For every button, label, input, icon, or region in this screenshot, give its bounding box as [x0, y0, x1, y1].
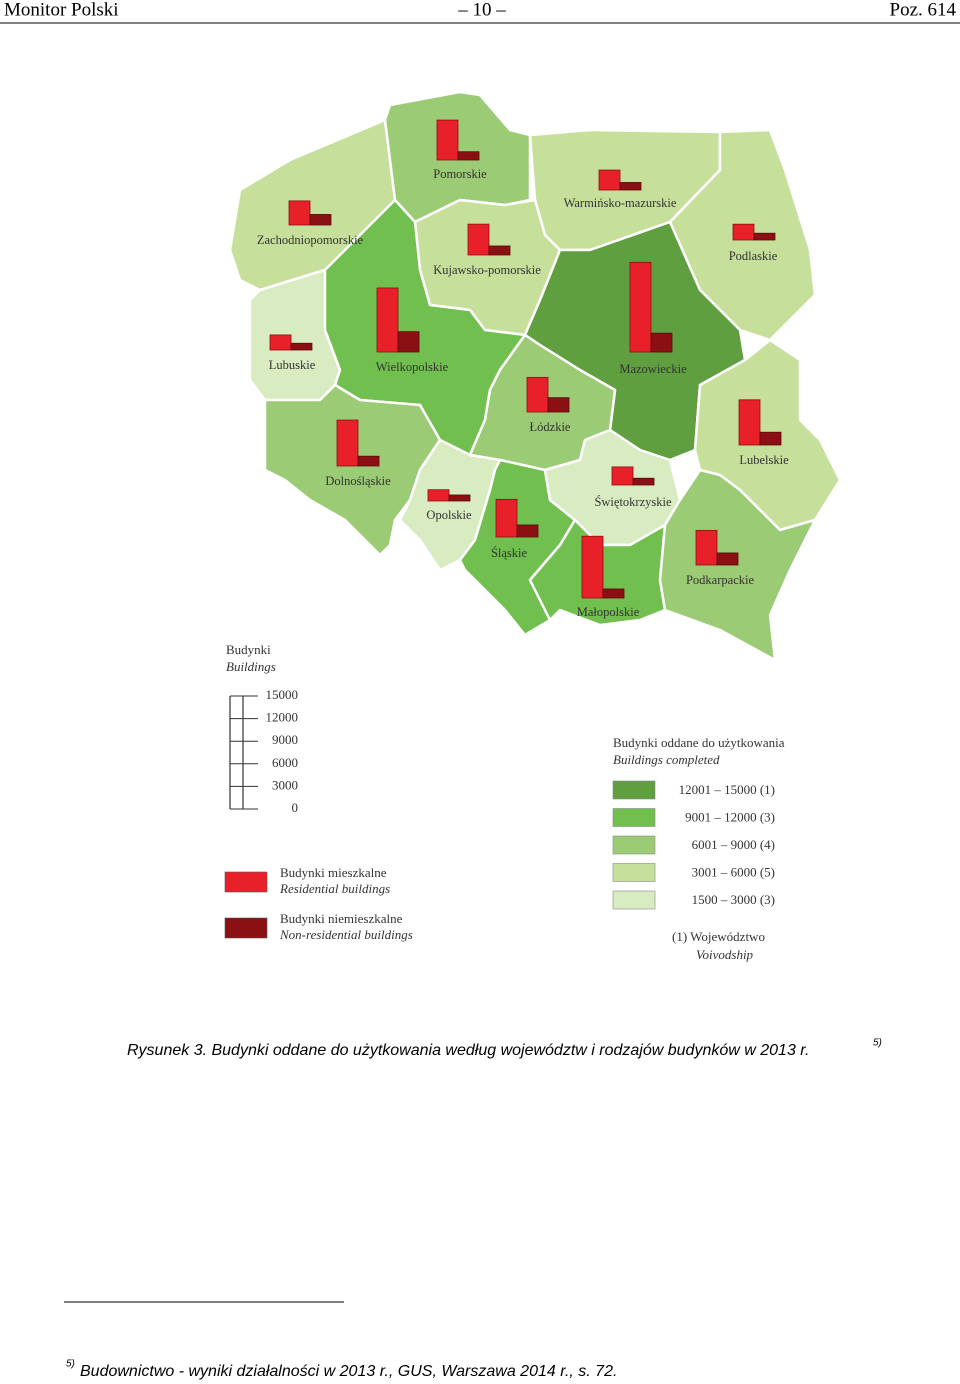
residential-bar	[695, 529, 718, 566]
nonresidential-bar	[357, 455, 380, 467]
nonresidential-bar	[753, 232, 776, 241]
nonresidential-bar	[290, 342, 313, 351]
nonresidential-bar	[488, 245, 511, 256]
class-label: 12001 – 15000 (1)	[679, 782, 775, 797]
scale-tick-label: 6000	[272, 755, 298, 770]
region-label: Małopolskie	[577, 605, 640, 619]
region-label: Świętokrzyskie	[594, 495, 672, 509]
residential-bar	[611, 466, 634, 486]
bar-legend-swatch	[224, 917, 268, 939]
residential-bar	[467, 223, 490, 256]
nonresidential-bar	[516, 524, 539, 538]
region-label: Mazowieckie	[619, 362, 687, 376]
bar-legend-swatch	[224, 871, 268, 893]
nonresidential-bar	[759, 431, 782, 446]
region-label: Lubelskie	[739, 453, 789, 467]
caption: Rysunek 3. Budynki oddane do użytkowania…	[127, 1042, 809, 1059]
nonresidential-bar	[619, 182, 642, 191]
bar-legend-label: Budynki niemieszkalne	[280, 911, 403, 926]
region-label: Śląskie	[491, 546, 528, 560]
residential-bar	[436, 119, 459, 161]
bar-legend-sublabel: Residential buildings	[279, 881, 390, 896]
nonresidential-bar	[457, 151, 480, 161]
residential-bar	[376, 287, 399, 353]
residential-bar	[495, 498, 518, 538]
class-label: 6001 – 9000 (4)	[692, 837, 775, 852]
region-label: Dolnośląskie	[325, 474, 391, 488]
residential-bar	[526, 376, 549, 413]
scale-tick-label: 15000	[266, 687, 299, 702]
scale-tick-label: 9000	[272, 732, 298, 747]
class-label: 1500 – 3000 (3)	[692, 892, 775, 907]
region-label: Opolskie	[426, 508, 472, 522]
scale-subtitle: Buildings	[226, 659, 276, 674]
region-label: Łódzkie	[530, 420, 571, 434]
nonresidential-bar	[632, 477, 655, 486]
region-label: Lubuskie	[269, 358, 316, 372]
class-swatch	[612, 835, 656, 855]
header-center: – 10 –	[457, 0, 506, 20]
class-swatch	[612, 863, 656, 882]
residential-bar	[427, 489, 450, 502]
bar-legend-sublabel: Non-residential buildings	[279, 927, 413, 942]
residential-bar	[598, 169, 621, 191]
region-label: Zachodniopomorskie	[257, 233, 364, 247]
class-label: 3001 – 6000 (5)	[692, 864, 775, 879]
legend: Budynki Buildings 15000 12000 9000 6000 3000 0 B…	[224, 642, 785, 962]
scale-tick-label: 12000	[266, 710, 299, 725]
residential-bar	[336, 419, 359, 467]
class-swatch	[612, 780, 656, 800]
nonresidential-bar	[650, 332, 673, 353]
nonresidential-bar	[397, 331, 420, 353]
region-label: Wielkopolskie	[376, 360, 449, 374]
class-legend-subtitle: Buildings completed	[613, 752, 720, 767]
residential-bar	[738, 399, 761, 446]
nonresidential-bar	[309, 214, 332, 226]
scale-title: Budynki	[226, 642, 271, 657]
class-legend-title: Budynki oddane do użytkowania	[613, 735, 785, 750]
class-swatch	[612, 890, 656, 910]
nonresidential-bar	[547, 397, 570, 413]
scale-tick-label: 3000	[272, 777, 298, 792]
voivodeship	[263, 383, 442, 557]
nonresidential-bar	[448, 494, 471, 502]
residential-bar	[269, 334, 292, 351]
caption-note-ref: 5)	[873, 1038, 882, 1049]
region-label: Podlaskie	[729, 249, 778, 263]
class-note: (1) Województwo	[672, 929, 765, 944]
class-label: 9001 – 12000 (3)	[685, 809, 775, 824]
header-left: Monitor Polski	[4, 0, 119, 20]
nonresidential-bar	[716, 552, 739, 566]
region-label: Pomorskie	[433, 167, 487, 181]
footnote-marker: 5)	[66, 1359, 75, 1370]
class-note-sub: Voivodship	[696, 947, 754, 962]
residential-bar	[581, 535, 604, 599]
header-right: Poz. 614	[890, 0, 957, 20]
class-swatch	[612, 808, 656, 827]
region-label: Warmińsko-mazurskie	[564, 196, 677, 210]
region-label: Podkarpackie	[686, 573, 754, 587]
region-label: Kujawsko-pomorskie	[433, 263, 541, 277]
map: Zachodniopomorskie Pomorskie Warmińsko-maz…	[228, 90, 842, 662]
footnote-text: Budownictwo - wyniki działalności w 2013…	[80, 1363, 617, 1380]
residential-bar	[732, 223, 755, 241]
bar-legend-label: Budynki mieszkalne	[280, 865, 387, 880]
scale-tick-label: 0	[292, 800, 299, 815]
residential-bar	[288, 200, 311, 226]
residential-bar	[629, 261, 652, 353]
nonresidential-bar	[602, 588, 625, 599]
